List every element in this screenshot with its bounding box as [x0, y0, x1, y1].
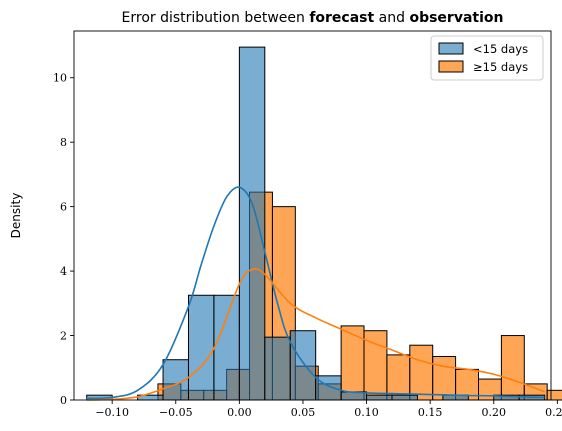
chart-title-part: Error distribution between	[122, 10, 310, 26]
kde-lines-group	[86, 186, 545, 401]
bar-lt15	[213, 294, 240, 401]
bar-lt15	[264, 336, 291, 401]
bar-lt15	[391, 394, 418, 401]
x-tick-label: 0.15	[418, 406, 443, 419]
kde-line-lt15	[86, 186, 545, 400]
y-tick-label: 4	[60, 265, 67, 278]
bar-lt15	[238, 46, 266, 401]
x-tick-label: 0.20	[482, 406, 507, 419]
y-tick-label: 6	[60, 201, 67, 214]
legend-label-lt15: <15 days	[473, 42, 528, 56]
legend: <15 days ≥15 days	[430, 35, 544, 81]
y-tick-label: 2	[60, 330, 67, 343]
y-axis-label: Density	[9, 193, 23, 239]
x-tick-label: −0.10	[95, 406, 129, 419]
bar-ge15	[432, 355, 457, 401]
bar-lt15	[315, 375, 342, 401]
chart-title-group: Error distribution between forecast and …	[122, 10, 504, 26]
plot-frame	[73, 30, 552, 401]
bar-ge15	[500, 335, 525, 401]
legend-swatch-ge15	[438, 60, 464, 73]
chart-title: Error distribution between forecast and …	[122, 10, 504, 26]
chart-title-part: and	[374, 10, 409, 26]
axes-group: −0.10 −0.05 0.00 0.05 0.10 0.15 0.20 0.25 0 2 4 6 8 1…	[9, 30, 562, 419]
chart-title-part: forecast	[309, 10, 374, 26]
bar-lt15	[187, 294, 215, 401]
chart-title-part: observation	[409, 10, 503, 26]
kde-line-ge15	[86, 267, 545, 401]
bar-ge15	[546, 389, 562, 401]
legend-label-ge15: ≥15 days	[473, 60, 528, 74]
bars-group	[86, 46, 562, 401]
x-tick-label: 0.00	[227, 406, 252, 419]
legend-swatch-lt15	[438, 42, 464, 55]
y-tick-label: 10	[53, 72, 67, 85]
x-tick-label: 0.05	[291, 406, 316, 419]
bar-lt15	[289, 330, 317, 401]
y-tick-label: 8	[60, 136, 67, 149]
y-tick-label: 0	[60, 394, 67, 407]
x-tick-label: 0.10	[354, 406, 379, 419]
bar-lt15	[366, 394, 393, 401]
bar-ge15	[409, 344, 434, 401]
x-tick-label: 0.25	[545, 406, 562, 419]
x-tick-label: −0.05	[159, 406, 193, 419]
